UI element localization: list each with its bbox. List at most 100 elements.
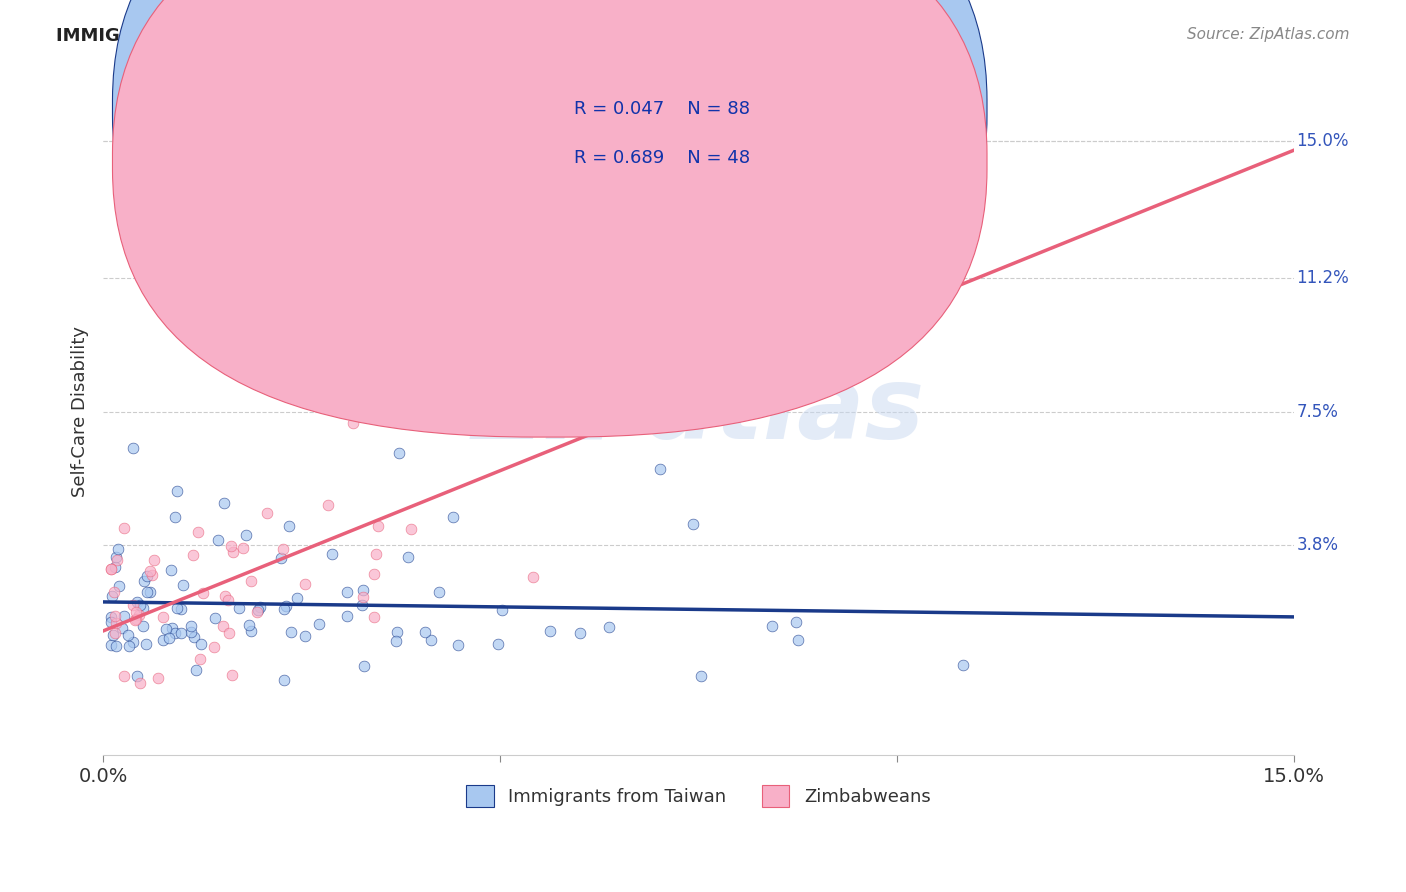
Point (170, 601, 193, 615)
Point (135, 638, 157, 652)
Point (132, 574, 155, 588)
Text: 3.8%: 3.8% (1296, 536, 1339, 554)
Point (246, 605, 269, 619)
Point (787, 633, 810, 648)
Point (385, 634, 408, 648)
Text: 7.5%: 7.5% (1296, 402, 1339, 421)
Point (598, 620, 620, 634)
Point (222, 544, 245, 558)
Point (952, 657, 974, 672)
Point (183, 630, 205, 644)
Point (157, 631, 180, 645)
Point (181, 548, 204, 562)
Point (256, 507, 278, 521)
Point (270, 551, 292, 566)
Point (277, 518, 299, 533)
Point (172, 578, 194, 592)
Point (568, 626, 591, 640)
Point (211, 619, 233, 633)
Point (132, 619, 155, 633)
Point (146, 672, 169, 686)
Text: R = 0.047    N = 88: R = 0.047 N = 88 (574, 100, 749, 118)
Point (101, 628, 124, 642)
Point (682, 516, 704, 531)
Point (166, 484, 188, 499)
Point (128, 608, 150, 623)
Point (785, 615, 807, 629)
Point (128, 675, 150, 690)
Point (247, 603, 270, 617)
Point (170, 625, 193, 640)
Point (336, 609, 359, 624)
Point (139, 564, 162, 578)
Point (190, 637, 212, 651)
Point (124, 613, 146, 627)
Point (112, 668, 135, 682)
Text: IMMIGRANTS FROM TAIWAN VS ZIMBABWEAN SELF-CARE DISABILITY CORRELATION CHART: IMMIGRANTS FROM TAIWAN VS ZIMBABWEAN SEL… (56, 27, 972, 45)
Point (105, 550, 128, 565)
Point (160, 621, 183, 635)
Point (221, 668, 243, 682)
Point (689, 668, 711, 682)
Point (122, 635, 145, 649)
Point (212, 496, 235, 510)
Y-axis label: Self-Care Disability: Self-Care Disability (72, 326, 89, 497)
Point (342, 417, 364, 431)
Point (139, 584, 162, 599)
Point (125, 612, 148, 626)
Point (165, 510, 187, 524)
Point (274, 599, 297, 614)
Point (388, 446, 411, 460)
Point (352, 598, 374, 612)
Text: 15.0%: 15.0% (1296, 132, 1348, 150)
Text: ZIPatlas: ZIPatlas (472, 363, 925, 460)
Point (207, 533, 229, 547)
Point (353, 658, 375, 673)
Point (273, 673, 295, 688)
Point (112, 521, 135, 535)
Point (285, 591, 308, 606)
Point (202, 640, 225, 654)
Legend: Immigrants from Taiwan, Zimbabweans: Immigrants from Taiwan, Zimbabweans (460, 778, 938, 814)
Point (219, 539, 242, 553)
Point (280, 625, 302, 640)
Point (136, 585, 159, 599)
Point (187, 524, 209, 539)
Point (232, 541, 254, 555)
Point (100, 562, 122, 576)
Point (218, 625, 240, 640)
Point (186, 663, 208, 677)
Point (152, 610, 174, 624)
Point (141, 568, 163, 582)
Point (136, 569, 159, 583)
Point (204, 611, 226, 625)
Point (228, 600, 250, 615)
Point (100, 610, 122, 624)
Point (318, 498, 340, 512)
Point (217, 592, 239, 607)
Point (143, 553, 166, 567)
Point (385, 624, 408, 639)
Point (104, 615, 127, 630)
Point (364, 547, 387, 561)
Point (188, 651, 211, 665)
Point (180, 624, 202, 639)
Point (396, 550, 419, 565)
Point (522, 570, 544, 584)
Point (129, 598, 152, 612)
Point (191, 586, 214, 600)
Point (447, 638, 470, 652)
Point (103, 585, 125, 599)
Point (363, 610, 385, 624)
Point (294, 577, 316, 591)
Point (294, 629, 316, 643)
Point (321, 547, 343, 561)
Point (122, 441, 145, 455)
Point (648, 461, 671, 475)
Point (336, 585, 359, 599)
Point (112, 609, 135, 624)
Point (240, 574, 263, 588)
Point (107, 541, 129, 556)
Point (413, 624, 436, 639)
Point (352, 590, 374, 604)
